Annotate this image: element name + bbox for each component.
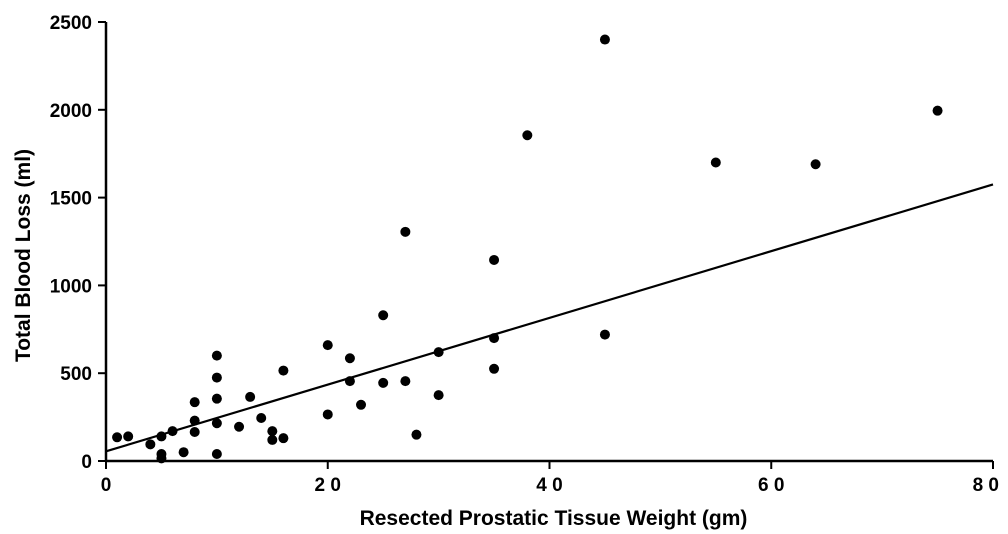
x-tick-label: 8 0 bbox=[973, 475, 999, 496]
y-tick-label: 1500 bbox=[50, 189, 92, 210]
data-point bbox=[278, 433, 289, 444]
data-point bbox=[433, 347, 444, 358]
x-tick-label: 2 0 bbox=[315, 475, 341, 496]
data-point bbox=[211, 350, 222, 361]
data-point bbox=[710, 157, 721, 168]
data-point bbox=[167, 426, 178, 437]
data-point bbox=[189, 397, 200, 408]
y-tick-label: 1000 bbox=[50, 276, 92, 297]
data-point bbox=[489, 333, 500, 344]
data-point bbox=[189, 415, 200, 426]
data-point bbox=[344, 353, 355, 364]
data-point bbox=[322, 340, 333, 351]
y-tick-label: 2000 bbox=[50, 101, 92, 122]
data-point bbox=[344, 376, 355, 387]
y-axis-title: Total Blood Loss (ml) bbox=[12, 149, 35, 362]
data-point bbox=[400, 376, 411, 387]
data-point bbox=[267, 434, 278, 445]
y-tick-label: 0 bbox=[81, 452, 92, 473]
x-tick-label: 4 0 bbox=[536, 475, 562, 496]
data-point bbox=[433, 390, 444, 401]
data-point bbox=[378, 310, 389, 321]
data-point bbox=[245, 391, 256, 402]
data-points bbox=[112, 34, 943, 464]
data-point bbox=[489, 254, 500, 265]
data-point bbox=[599, 34, 610, 45]
data-point bbox=[156, 431, 167, 442]
data-point bbox=[522, 130, 533, 141]
data-point bbox=[178, 447, 189, 458]
y-tick-label: 500 bbox=[60, 364, 92, 385]
data-point bbox=[278, 365, 289, 376]
x-tick-label: 6 0 bbox=[758, 475, 784, 496]
data-point bbox=[256, 412, 267, 423]
data-point bbox=[411, 429, 422, 440]
data-point bbox=[123, 431, 134, 442]
data-point bbox=[234, 421, 245, 432]
data-point bbox=[356, 399, 367, 410]
data-point bbox=[267, 426, 278, 437]
data-point bbox=[599, 329, 610, 340]
data-point bbox=[322, 409, 333, 420]
data-point bbox=[489, 363, 500, 374]
data-point bbox=[156, 453, 167, 464]
data-point bbox=[932, 105, 943, 116]
data-point bbox=[378, 377, 389, 388]
data-point bbox=[810, 159, 821, 170]
x-tick-label: 0 bbox=[101, 475, 112, 496]
y-tick-label: 2500 bbox=[50, 13, 92, 34]
axis-ticks bbox=[98, 21, 994, 469]
data-point bbox=[211, 448, 222, 459]
data-point bbox=[211, 372, 222, 383]
data-point bbox=[400, 226, 411, 237]
data-point bbox=[211, 418, 222, 429]
regression-line bbox=[105, 183, 994, 453]
data-point bbox=[112, 432, 123, 443]
data-point bbox=[189, 427, 200, 438]
data-point bbox=[145, 439, 156, 450]
data-point bbox=[211, 393, 222, 404]
axis-tick-labels: 0 500 1000 1500 2000 2500 0 2 0 4 0 6 0 8 0 bbox=[50, 13, 999, 496]
x-axis-title: Resected Prostatic Tissue Weight (gm) bbox=[360, 507, 748, 530]
